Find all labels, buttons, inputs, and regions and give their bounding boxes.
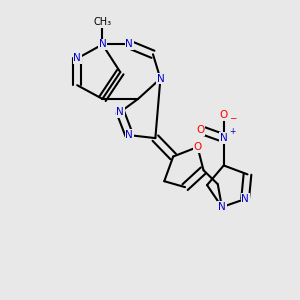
Text: O: O — [220, 110, 228, 120]
Text: N: N — [125, 40, 133, 50]
Text: N: N — [116, 107, 124, 117]
Text: −: − — [230, 113, 237, 122]
Text: CH₃: CH₃ — [93, 17, 112, 27]
Text: +: + — [229, 127, 235, 136]
Text: N: N — [73, 53, 81, 64]
Text: N: N — [125, 130, 133, 140]
Text: O: O — [194, 142, 202, 152]
Text: O: O — [196, 125, 205, 135]
Text: N: N — [218, 202, 226, 212]
Text: N: N — [157, 74, 164, 84]
Text: N: N — [220, 133, 228, 143]
Text: N: N — [99, 40, 106, 50]
Text: N: N — [241, 194, 249, 204]
